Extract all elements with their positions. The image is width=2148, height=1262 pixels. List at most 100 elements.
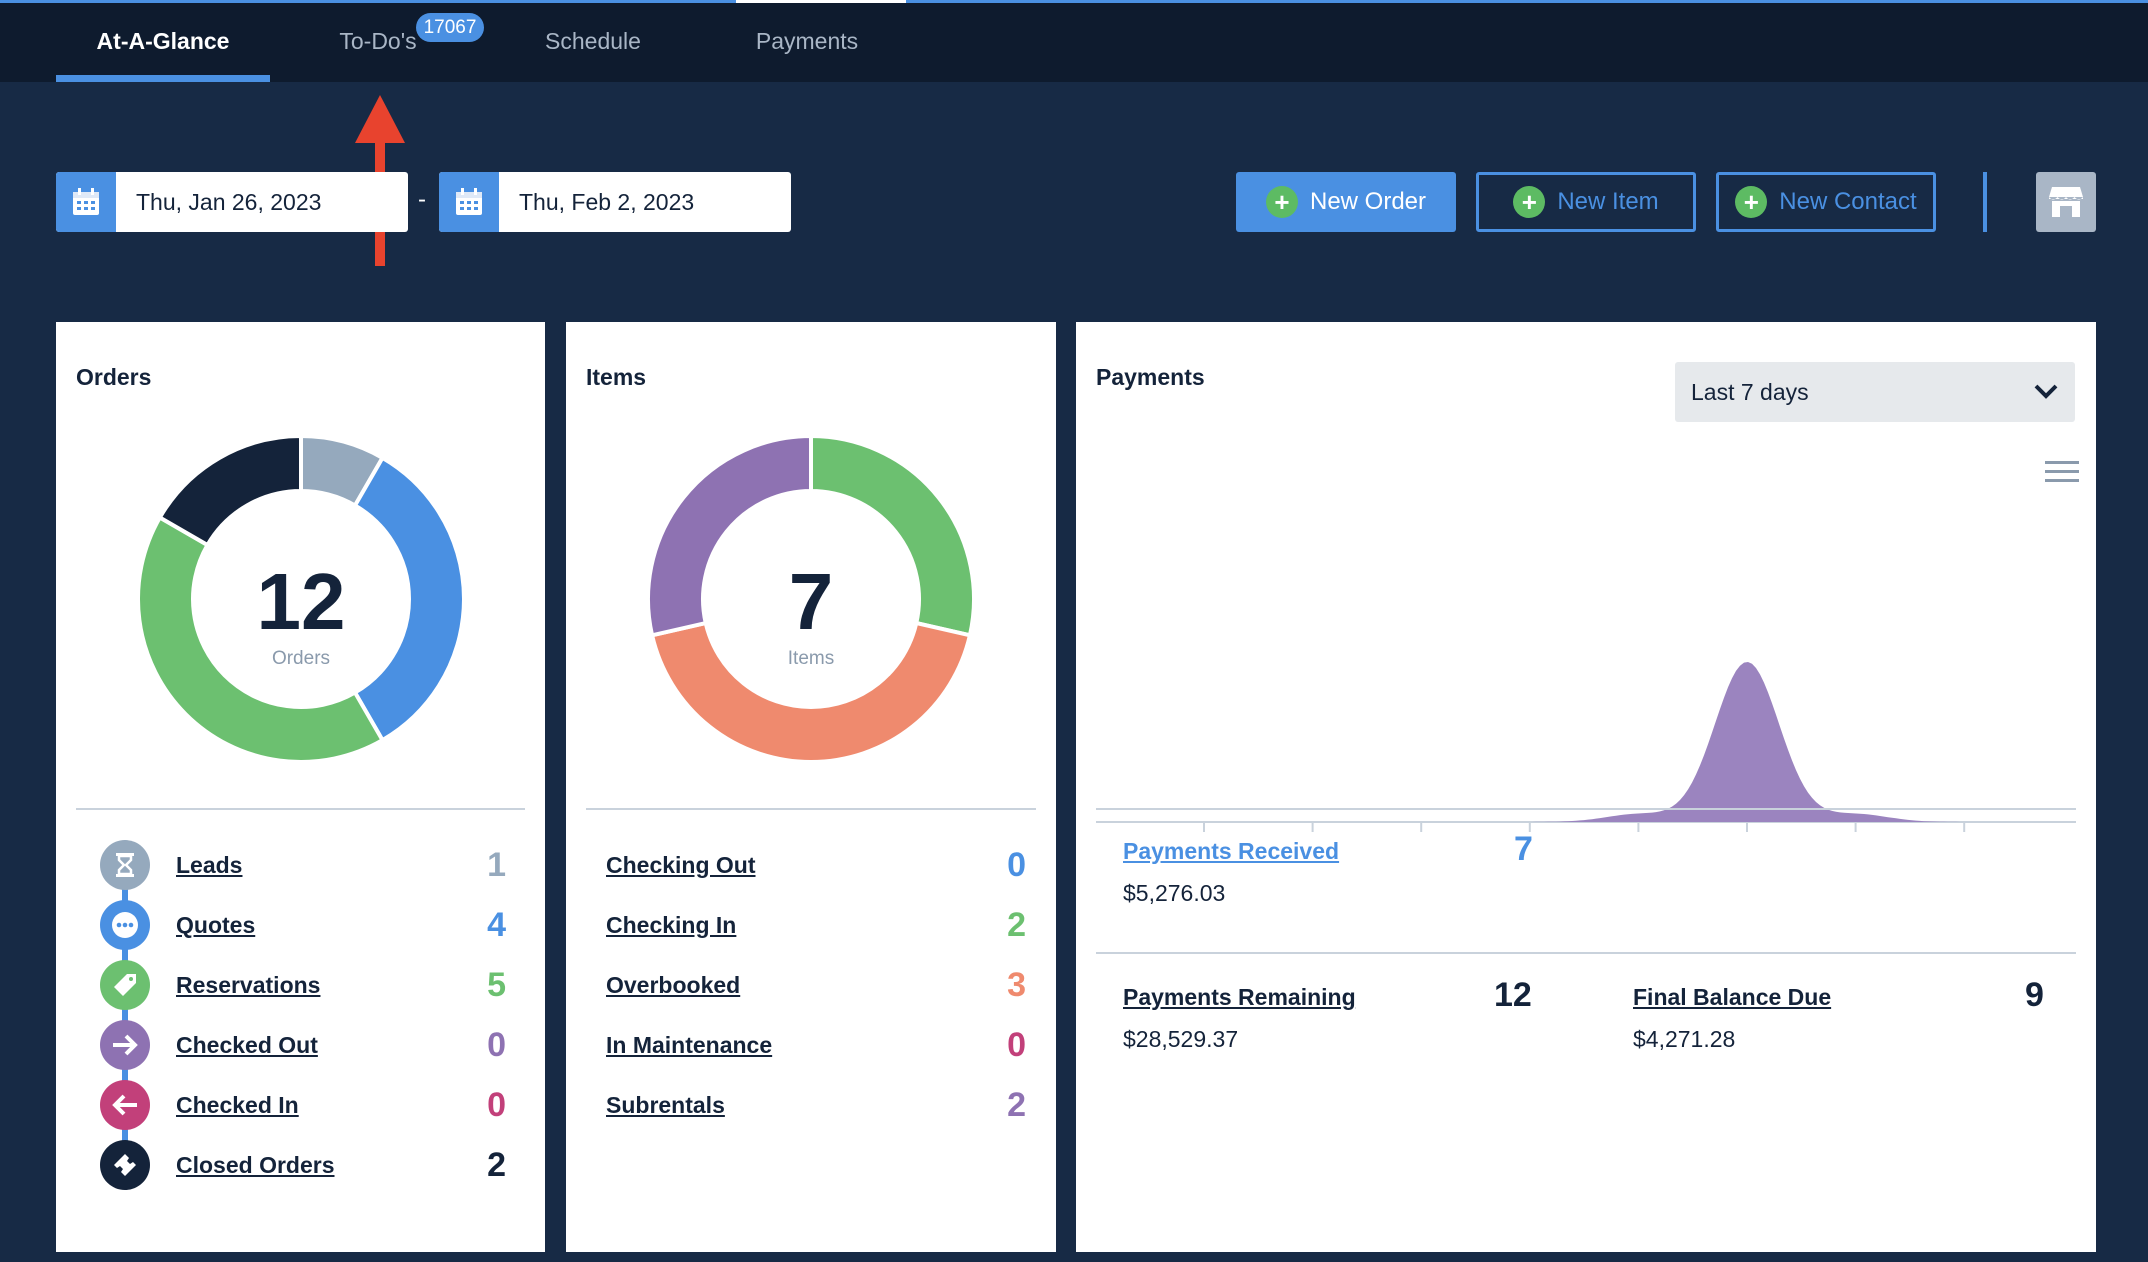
items-total: 7 Items <box>711 562 911 670</box>
payments-area-series[interactable] <box>1096 662 2076 822</box>
start-date-value[interactable]: Thu, Jan 26, 2023 <box>136 188 322 215</box>
new-item-label: New Item <box>1557 188 1659 215</box>
items-slice-checking-in[interactable] <box>809 434 976 638</box>
payments-received-count: 7 <box>1514 830 1533 868</box>
payments-remaining-amount: $28,529.37 <box>1123 1026 1239 1052</box>
items-link[interactable]: Overbooked <box>606 971 741 998</box>
final-balance-amount: $4,271.28 <box>1633 1026 1736 1052</box>
items-title: Items <box>586 364 647 390</box>
items-list-item: Overbooked 3 <box>566 960 1056 1010</box>
orders-link[interactable]: Leads <box>176 851 243 878</box>
storefront-icon <box>2049 187 2083 217</box>
date-range-separator: - <box>418 186 426 213</box>
orders-timeline-connector <box>122 862 128 1162</box>
items-card: Items 7 Items Checking Out 0 Checking In 2 O… <box>566 322 1056 1252</box>
new-order-label: New Order <box>1309 188 1427 215</box>
final-balance-count: 9 <box>2025 976 2044 1014</box>
orders-link[interactable]: Quotes <box>176 911 256 938</box>
orders-list-item: Checked Out 0 <box>56 1020 545 1070</box>
ticket-icon <box>100 1140 150 1190</box>
items-link[interactable]: Checking In <box>606 911 737 938</box>
payments-received-link[interactable]: Payments Received <box>1123 838 1340 864</box>
payments-range-select[interactable]: Last 7 days <box>1675 362 2075 422</box>
orders-list-item: Reservations 5 <box>56 960 545 1010</box>
items-link[interactable]: Subrentals <box>606 1091 725 1118</box>
items-count: 0 <box>1007 845 1026 884</box>
orders-link[interactable]: Closed Orders <box>176 1151 335 1178</box>
items-slice-overbooked[interactable] <box>649 620 973 764</box>
orders-total-label: Orders <box>271 648 331 669</box>
orders-divider <box>76 808 525 810</box>
toolbar-divider <box>1983 172 1987 232</box>
plus-icon: + <box>1735 186 1768 218</box>
orders-count: 1 <box>487 845 506 884</box>
payments-range-value: Last 7 days <box>1691 378 1809 405</box>
orders-total: 12 Orders <box>201 562 401 670</box>
start-date-picker[interactable]: Thu, Jan 26, 2023 <box>56 172 408 232</box>
tab-todos[interactable]: To-Do's <box>339 28 417 54</box>
arrow-right-icon <box>100 1020 150 1070</box>
orders-slice-quotes[interactable] <box>352 455 466 743</box>
orders-link[interactable]: Reservations <box>176 971 321 998</box>
todos-count-badge: 17067 <box>416 13 484 42</box>
top-nav: At-A-Glance To-Do's 17067 Schedule Payme… <box>0 0 2148 82</box>
items-donut-chart <box>646 434 976 764</box>
hourglass-icon <box>100 840 150 890</box>
new-order-button[interactable]: + New Order <box>1236 172 1456 232</box>
items-link[interactable]: Checking Out <box>606 851 756 878</box>
items-link[interactable]: In Maintenance <box>606 1031 773 1058</box>
calendar-icon[interactable] <box>439 172 499 232</box>
items-count: 3 <box>1007 965 1026 1004</box>
payments-title: Payments <box>1096 364 1205 390</box>
top-accent-line <box>736 0 906 3</box>
items-list-item: In Maintenance 0 <box>566 1020 1056 1070</box>
orders-list-item: Quotes 4 <box>56 900 545 950</box>
orders-link[interactable]: Checked In <box>176 1091 299 1118</box>
tag-icon <box>100 960 150 1010</box>
tab-payments[interactable]: Payments <box>755 28 859 54</box>
tab-at-a-glance[interactable]: At-A-Glance <box>56 0 270 82</box>
plus-icon: + <box>1513 186 1546 218</box>
items-count: 0 <box>1007 1025 1026 1064</box>
new-contact-label: New Contact <box>1779 188 1917 215</box>
items-count: 2 <box>1007 1085 1026 1124</box>
chevron-down-icon <box>2034 384 2058 399</box>
end-date-picker[interactable]: Thu, Feb 2, 2023 <box>439 172 791 232</box>
items-list-item: Subrentals 2 <box>566 1080 1056 1130</box>
top-accent-line <box>0 0 736 3</box>
orders-list-item: Checked In 0 <box>56 1080 545 1130</box>
orders-list-item: Closed Orders 2 <box>56 1140 545 1190</box>
items-list-item: Checking Out 0 <box>566 840 1056 890</box>
orders-count: 0 <box>487 1085 506 1124</box>
orders-slice-reservations[interactable] <box>136 514 386 764</box>
orders-count: 5 <box>487 965 506 1004</box>
orders-count: 4 <box>487 905 506 944</box>
payments-area-chart: 19 Jan20 Jan21 Jan22 Jan23 Jan24 Jan25 J… <box>1096 662 2076 832</box>
orders-slice-closed-orders[interactable] <box>157 434 303 548</box>
final-balance-link[interactable]: Final Balance Due <box>1633 984 1832 1010</box>
payments-remaining-count: 12 <box>1494 976 1532 1014</box>
orders-link[interactable]: Checked Out <box>176 1031 318 1058</box>
items-count: 2 <box>1007 905 1026 944</box>
orders-list-item: Leads 1 <box>56 840 545 890</box>
calendar-icon[interactable] <box>56 172 116 232</box>
end-date-value[interactable]: Thu, Feb 2, 2023 <box>519 188 695 215</box>
orders-donut-chart <box>136 434 466 764</box>
items-total-label: Items <box>787 648 835 669</box>
orders-total-number: 12 <box>256 557 346 646</box>
chart-menu-icon[interactable] <box>2045 460 2079 484</box>
orders-title: Orders <box>76 364 152 390</box>
new-contact-button[interactable]: + New Contact <box>1716 172 1936 232</box>
items-slice-subrentals[interactable] <box>646 434 813 638</box>
payments-remaining-link[interactable]: Payments Remaining <box>1123 984 1356 1010</box>
orders-count: 2 <box>487 1145 506 1184</box>
payments-card: Payments 19 Jan20 Jan21 Jan22 Jan23 Jan2… <box>1076 322 2096 1252</box>
tab-schedule[interactable]: Schedule <box>545 28 641 54</box>
payments-divider-bottom <box>1096 952 2076 954</box>
plus-icon: + <box>1265 186 1298 218</box>
new-item-button[interactable]: + New Item <box>1476 172 1696 232</box>
top-accent-line <box>906 0 2148 3</box>
payments-received-amount: $5,276.03 <box>1123 880 1226 906</box>
ellipsis-icon <box>100 900 150 950</box>
storefront-button[interactable] <box>2036 172 2096 232</box>
